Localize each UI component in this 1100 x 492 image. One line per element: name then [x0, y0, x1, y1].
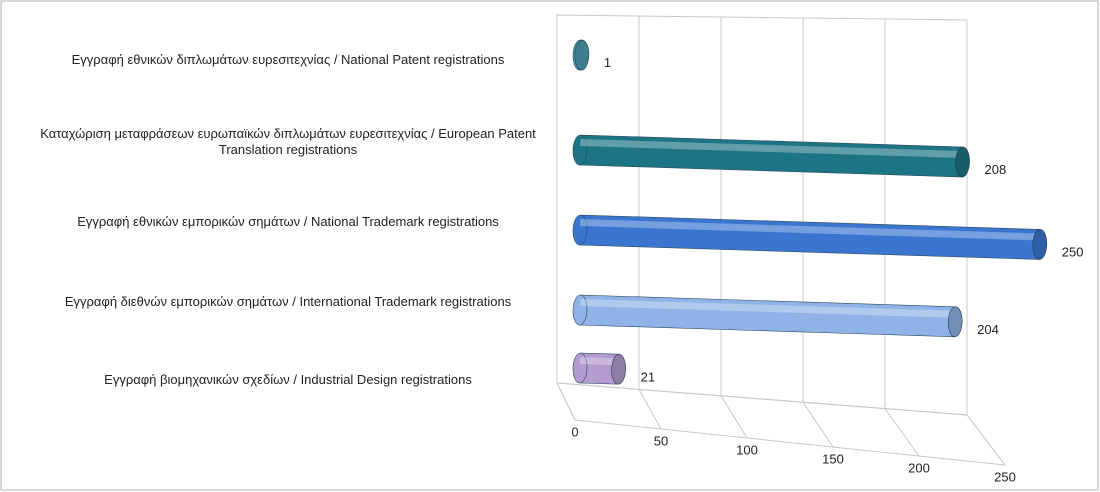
grid-line: [638, 389, 662, 430]
bar-start-cap: [572, 134, 588, 166]
category-label: Εγγραφή διεθνών εμπορικών σημάτων / Inte…: [64, 294, 512, 309]
bar-group: [572, 39, 590, 71]
bar-end-cap: [1032, 229, 1048, 260]
bar-highlight: [580, 357, 619, 366]
x-tick-label: 0: [571, 424, 578, 439]
bar-highlight: [580, 219, 1041, 241]
category-label: Καταχώριση μεταφράσεων ευρωπαϊκών διπλωμ…: [40, 126, 536, 157]
category-label: Εγγραφή εθνικών εμπορικών σημάτων / Nati…: [77, 214, 499, 229]
bar-group: [572, 352, 626, 385]
grid-line: [884, 408, 920, 457]
bar-start-cap: [572, 214, 588, 246]
bar-start-cap: [572, 294, 588, 326]
x-tick-label: 100: [736, 442, 758, 457]
x-tick-label: 150: [822, 451, 844, 466]
grid-line: [556, 382, 576, 421]
bar-highlight: [580, 139, 963, 159]
x-tick-label: 50: [654, 433, 668, 448]
grid-line: [720, 395, 748, 439]
bar-end-cap: [947, 306, 963, 338]
value-label: 208: [985, 162, 1007, 177]
bar-end-cap: [955, 146, 970, 178]
bar-group: [572, 294, 963, 338]
bar-start-cap: [572, 352, 588, 384]
category-label: Εγγραφή βιομηχανικών σχεδίων / Industria…: [104, 372, 472, 387]
bar-group: [572, 214, 1048, 260]
bar-end-cap: [611, 353, 626, 385]
bar-end-cap: [574, 39, 590, 71]
category-label: Εγγραφή εθνικών διπλωμάτων ευρεσιτεχνίας…: [71, 52, 505, 67]
grid-line: [802, 401, 834, 448]
bar-highlight: [580, 299, 956, 318]
value-label: 1: [604, 55, 611, 70]
value-label: 21: [641, 369, 655, 384]
grid-line: [966, 414, 1006, 466]
bar-group: [572, 134, 970, 178]
value-label: 250: [1062, 245, 1084, 260]
x-tick-label: 250: [994, 469, 1016, 484]
x-tick-label: 200: [908, 460, 930, 475]
value-label: 204: [977, 322, 999, 337]
